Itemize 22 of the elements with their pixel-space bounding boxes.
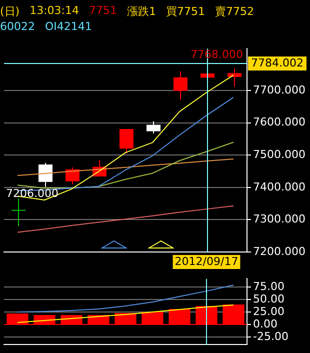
text: OI42141: [45, 20, 92, 33]
text: 60022: [0, 20, 35, 33]
annotation: 7206.000: [6, 186, 58, 200]
text: 賣7752: [215, 4, 254, 19]
y-tick-label: 7300.000: [253, 212, 306, 226]
x-tick-label: 2012/09/17: [174, 254, 238, 268]
y-tick-label: 7700.000: [253, 83, 306, 96]
y-tick-label: 7500.000: [253, 148, 306, 161]
text: 7751: [89, 4, 117, 19]
text: 漲跌1: [127, 4, 156, 19]
ref-line-label: 7784.002: [251, 56, 304, 70]
y-tick-label: 0.00: [253, 317, 278, 330]
y-tick-label: 75.00: [253, 280, 284, 293]
y-tick-label: 50.00: [253, 292, 284, 306]
text: (日): [0, 4, 20, 19]
y-tick-label: 7400.000: [253, 180, 306, 194]
y-tick-label: 7200.000: [253, 244, 306, 258]
y-tick-label: 25.00: [253, 304, 284, 318]
y-tick-label: -25.00: [253, 330, 288, 343]
text: 買7751: [166, 4, 205, 19]
y-tick-label: 7600.000: [253, 116, 306, 129]
text: 13:03:14: [30, 4, 79, 19]
